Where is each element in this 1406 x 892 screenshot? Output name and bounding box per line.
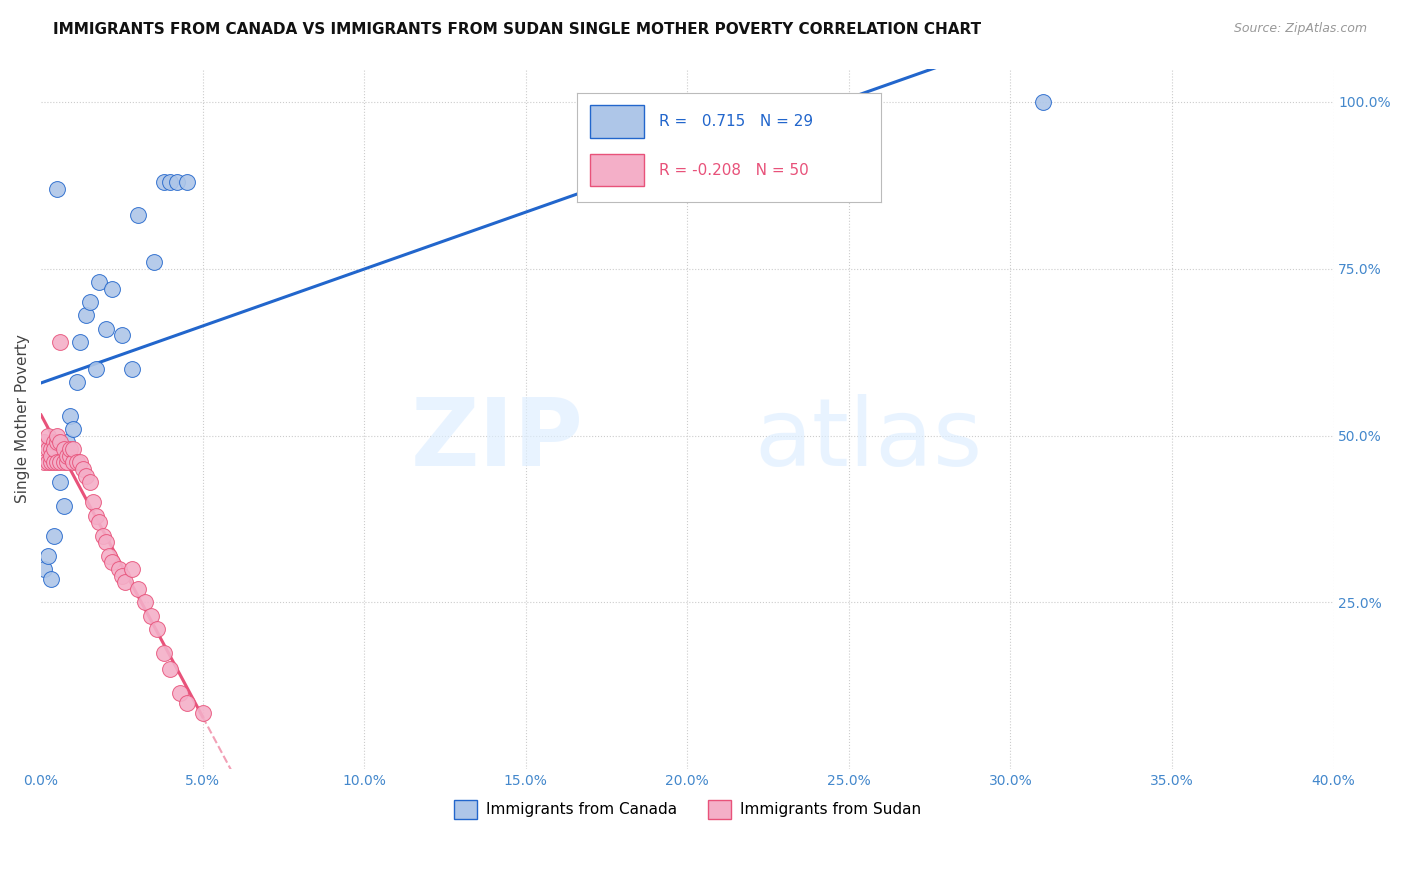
Point xyxy=(46,181,69,195)
Text: IMMIGRANTS FROM CANADA VS IMMIGRANTS FROM SUDAN SINGLE MOTHER POVERTY CORRELATIO: IMMIGRANTS FROM CANADA VS IMMIGRANTS FRO… xyxy=(53,22,981,37)
Point xyxy=(176,175,198,189)
Point xyxy=(97,549,120,563)
Point xyxy=(49,335,72,350)
Point xyxy=(121,562,143,576)
Point xyxy=(56,455,79,469)
Point xyxy=(159,175,181,189)
Text: Source: ZipAtlas.com: Source: ZipAtlas.com xyxy=(1233,22,1367,36)
Point xyxy=(49,455,72,469)
Point xyxy=(94,322,117,336)
Point xyxy=(94,535,117,549)
Point xyxy=(52,455,75,469)
Point xyxy=(46,428,69,442)
Point xyxy=(37,428,59,442)
Text: ZIP: ZIP xyxy=(411,394,583,486)
Point xyxy=(153,646,176,660)
Point xyxy=(42,529,65,543)
Point xyxy=(134,595,156,609)
Point xyxy=(52,499,75,513)
Point xyxy=(75,309,97,323)
Point xyxy=(59,409,82,423)
Point xyxy=(191,706,214,720)
Point xyxy=(34,455,56,469)
Point xyxy=(79,475,101,490)
Point xyxy=(56,449,79,463)
Point xyxy=(107,562,129,576)
Point xyxy=(49,475,72,490)
Point xyxy=(52,442,75,456)
Point xyxy=(39,572,62,586)
Point xyxy=(46,455,69,469)
Point xyxy=(91,529,114,543)
Point xyxy=(42,442,65,456)
Point xyxy=(66,455,89,469)
Point xyxy=(34,435,56,450)
Point xyxy=(741,175,763,189)
Point xyxy=(166,175,188,189)
Point xyxy=(56,435,79,450)
Point xyxy=(121,362,143,376)
Point xyxy=(159,662,181,676)
Point xyxy=(49,449,72,463)
Point xyxy=(42,435,65,450)
Point xyxy=(59,449,82,463)
Point xyxy=(62,422,84,436)
Point xyxy=(89,516,111,530)
Point xyxy=(39,449,62,463)
Point xyxy=(127,582,149,596)
Point xyxy=(89,275,111,289)
Point xyxy=(39,442,62,456)
Point xyxy=(84,508,107,523)
Point xyxy=(37,442,59,456)
Point xyxy=(72,462,94,476)
Text: atlas: atlas xyxy=(754,394,983,486)
Point xyxy=(66,375,89,389)
Point xyxy=(139,608,162,623)
Point xyxy=(34,562,56,576)
Point xyxy=(69,335,91,350)
Point xyxy=(79,295,101,310)
Point xyxy=(42,455,65,469)
Point xyxy=(111,328,134,343)
Point xyxy=(37,549,59,563)
Point xyxy=(39,455,62,469)
Legend: Immigrants from Canada, Immigrants from Sudan: Immigrants from Canada, Immigrants from … xyxy=(447,794,927,825)
Point xyxy=(101,282,124,296)
Point xyxy=(146,622,169,636)
Point xyxy=(169,685,191,699)
Point xyxy=(111,568,134,582)
Point xyxy=(75,468,97,483)
Point xyxy=(82,495,104,509)
Point xyxy=(69,455,91,469)
Point xyxy=(153,175,176,189)
Point xyxy=(143,255,166,269)
Point xyxy=(176,696,198,710)
Point xyxy=(84,362,107,376)
Point xyxy=(1032,95,1054,109)
Point xyxy=(101,555,124,569)
Y-axis label: Single Mother Poverty: Single Mother Poverty xyxy=(15,334,30,503)
Point xyxy=(37,455,59,469)
Point xyxy=(46,435,69,450)
Point xyxy=(49,435,72,450)
Point xyxy=(127,208,149,222)
Point xyxy=(62,442,84,456)
Point xyxy=(114,575,136,590)
Point xyxy=(62,455,84,469)
Point xyxy=(59,442,82,456)
